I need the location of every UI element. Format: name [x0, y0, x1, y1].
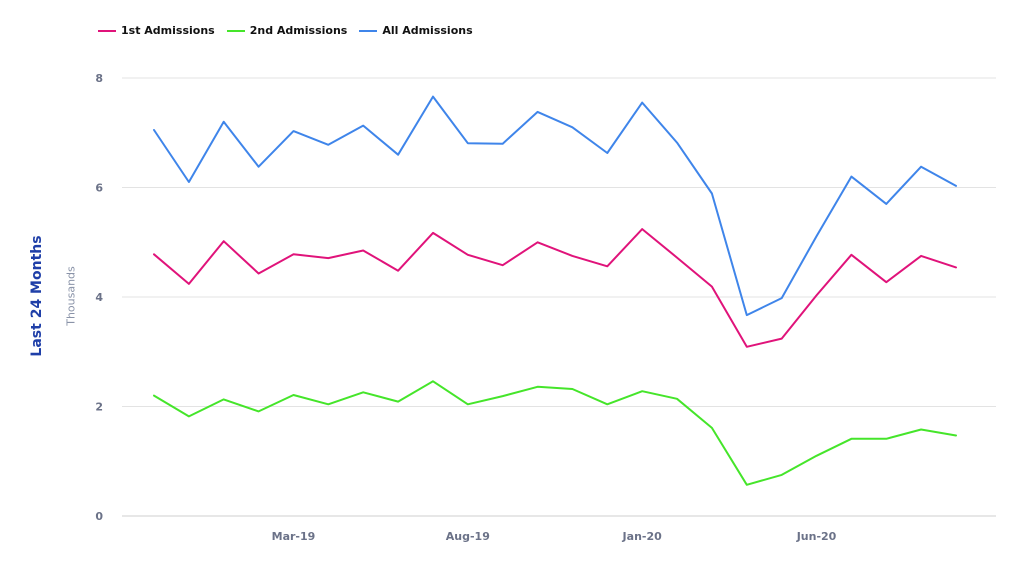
y-tick-label: 8 — [95, 72, 103, 85]
legend-label: All Admissions — [382, 24, 473, 37]
legend-swatch — [359, 29, 378, 32]
legend-item[interactable]: 1st Admissions — [98, 24, 215, 37]
series-line-2nd-admissions — [153, 380, 957, 486]
y-tick-label: 6 — [95, 182, 103, 195]
legend-swatch — [226, 29, 245, 32]
x-tick-label: Mar-19 — [272, 530, 316, 543]
series-line-all-admissions — [153, 95, 957, 317]
y-tick-label: 2 — [95, 401, 103, 414]
legend-swatch — [98, 29, 116, 32]
x-tick-label: Jan-20 — [622, 530, 663, 543]
series-line-1st-admissions — [153, 228, 957, 348]
legend: 1st Admissions 2nd Admissions All Admissio… — [98, 24, 485, 37]
x-tick-label: Aug-19 — [446, 530, 490, 543]
legend-label: 2nd Admissions — [249, 24, 348, 37]
legend-label: 1st Admissions — [121, 24, 215, 37]
legend-item[interactable]: 2nd Admissions — [226, 24, 348, 37]
x-tick-label: Jun-20 — [796, 530, 837, 543]
legend-item[interactable]: All Admissions — [359, 24, 473, 37]
y-tick-label: 4 — [95, 291, 103, 304]
y-tick-label: 0 — [95, 510, 103, 523]
